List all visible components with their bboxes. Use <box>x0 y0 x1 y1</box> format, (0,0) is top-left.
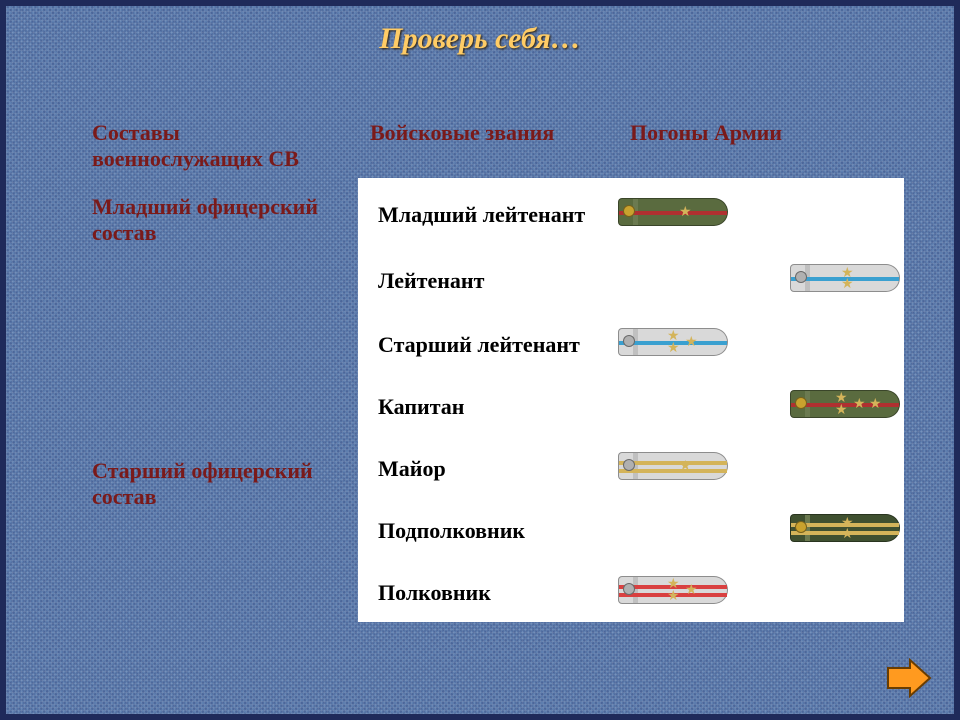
category-senior-officers: Старший офицерский состав <box>92 458 342 511</box>
epaulet-icon: ★ <box>618 198 728 226</box>
epaulet-icon: ★ <box>618 452 728 480</box>
next-arrow-icon <box>886 658 932 698</box>
rank-row: Старший лейтенант ★★★ <box>358 326 904 366</box>
rank-label: Старший лейтенант <box>378 332 580 358</box>
rank-label: Младший лейтенант <box>378 202 585 228</box>
rank-label: Майор <box>378 456 446 482</box>
rank-row: Полковник ★★★ <box>358 574 904 614</box>
next-slide-button[interactable] <box>886 658 932 698</box>
column-header-composition: Составы военнослужащих СВ <box>92 120 342 173</box>
epaulet-icon: ★★ <box>790 514 900 542</box>
slide-title: Проверь себя… <box>0 22 960 56</box>
rank-row: Младший лейтенант ★ <box>358 196 904 236</box>
column-header-ranks: Войсковые звания <box>370 120 554 146</box>
epaulet-icon: ★★ <box>790 264 900 292</box>
rank-label: Подполковник <box>378 518 525 544</box>
rank-label: Лейтенант <box>378 268 484 294</box>
rank-label: Капитан <box>378 394 464 420</box>
rank-label: Полковник <box>378 580 491 606</box>
rank-row: Лейтенант ★★ <box>358 262 904 302</box>
ranks-panel: Младший лейтенант ★ Лейтенант ★★ Старший лей… <box>358 178 904 622</box>
rank-row: Майор ★ <box>358 450 904 490</box>
epaulet-icon: ★★★ <box>618 576 728 604</box>
epaulet-icon: ★★★ <box>618 328 728 356</box>
category-junior-officers: Младший офицерский состав <box>92 194 342 247</box>
epaulet-icon: ★★★★ <box>790 390 900 418</box>
column-header-insignia: Погоны Армии <box>630 120 782 146</box>
rank-row: Подполковник ★★ <box>358 512 904 552</box>
rank-row: Капитан ★★★★ <box>358 388 904 428</box>
